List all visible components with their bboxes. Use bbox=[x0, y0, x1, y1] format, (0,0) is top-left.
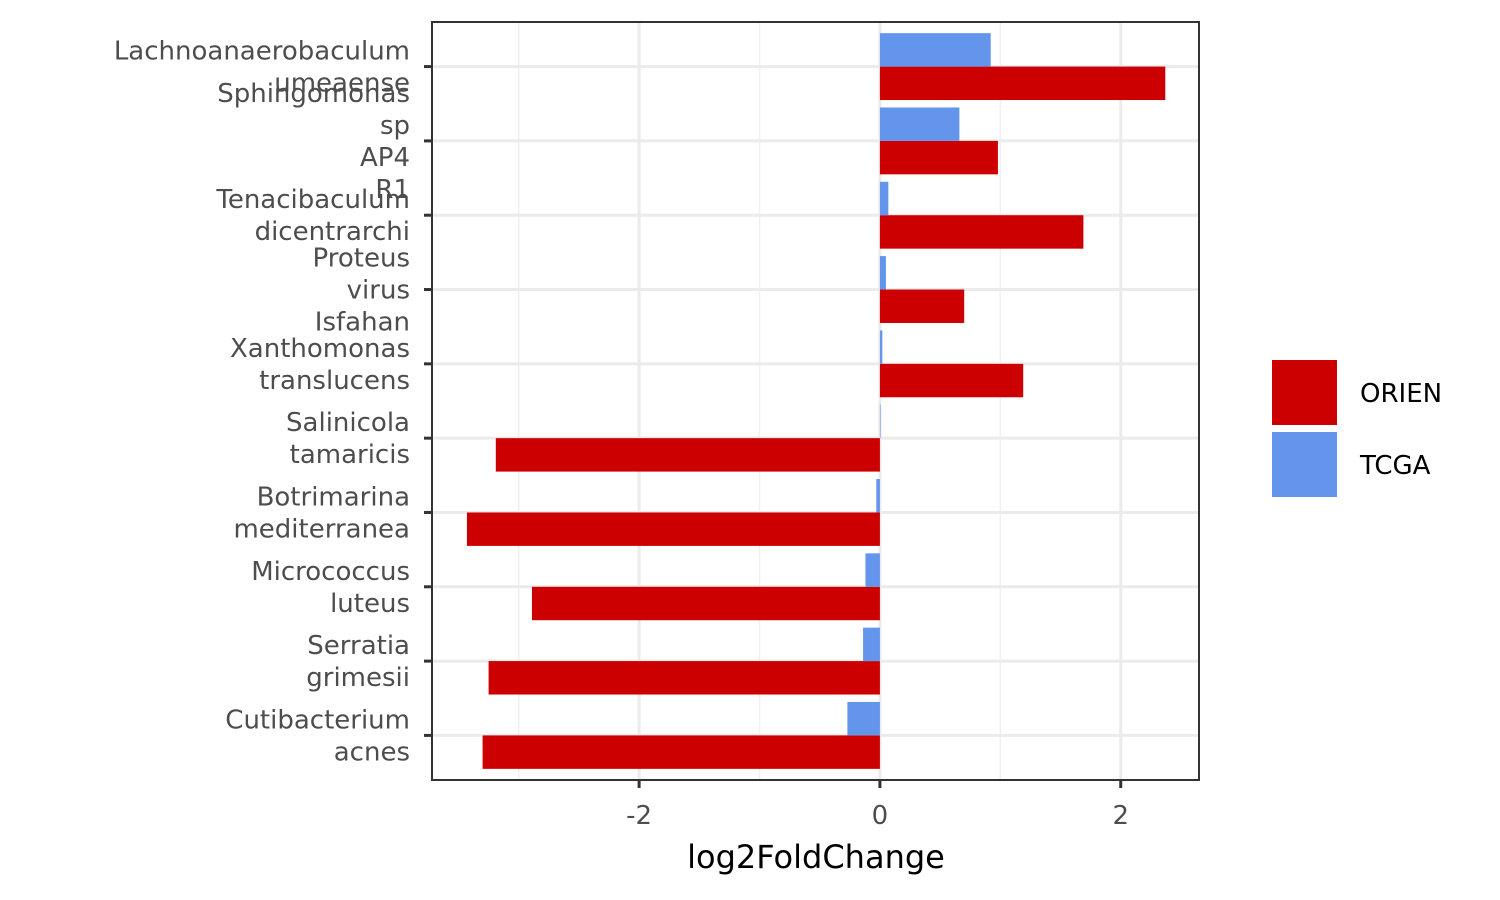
bar bbox=[847, 701, 880, 736]
bar bbox=[531, 586, 880, 621]
legend-swatch bbox=[1272, 432, 1337, 497]
y-tick-label: Xanthomonas translucens bbox=[230, 334, 410, 396]
legend-label: TCGA bbox=[1359, 451, 1431, 481]
bar bbox=[482, 735, 880, 769]
bar bbox=[879, 33, 991, 67]
bar bbox=[879, 256, 886, 290]
bar bbox=[879, 140, 998, 175]
bar bbox=[466, 512, 880, 546]
panel-border bbox=[431, 21, 1200, 781]
bar bbox=[879, 404, 881, 439]
x-tick-label: -2 bbox=[626, 801, 652, 831]
y-tick-label: Tenacibaculum dicentrarchi bbox=[215, 185, 410, 247]
bar bbox=[495, 438, 880, 472]
bar bbox=[863, 627, 880, 662]
panel-background bbox=[432, 22, 1199, 780]
y-tick-label: Proteus virus Isfahan bbox=[313, 244, 410, 338]
bar bbox=[879, 66, 1166, 101]
bar bbox=[488, 661, 880, 695]
legend-label: ORIEN bbox=[1360, 379, 1442, 409]
y-tick-label: Botrimarina mediterranea bbox=[233, 482, 410, 544]
bar bbox=[865, 553, 880, 587]
y-tick-label: Cutibacterium acnes bbox=[225, 705, 410, 767]
bar bbox=[879, 363, 1024, 398]
bar bbox=[879, 330, 883, 364]
y-tick-label: Lachnoanaerobaculum umeaense bbox=[114, 37, 410, 99]
bar bbox=[879, 215, 1084, 249]
y-tick-label: Serratia grimesii bbox=[306, 631, 410, 693]
y-tick-label: Salinicola tamaricis bbox=[286, 408, 410, 470]
x-tick-label: 0 bbox=[872, 801, 889, 831]
x-axis-title: log2FoldChange bbox=[687, 838, 945, 876]
bar bbox=[879, 107, 960, 141]
bar bbox=[876, 479, 880, 513]
bar bbox=[879, 289, 965, 323]
legend-swatch bbox=[1272, 360, 1337, 425]
y-tick-label: Sphingomonas sp AP4 R1 bbox=[217, 79, 410, 205]
y-tick-label: Micrococcus luteus bbox=[251, 557, 410, 619]
x-tick-label: 2 bbox=[1112, 801, 1129, 831]
bar bbox=[879, 181, 889, 216]
